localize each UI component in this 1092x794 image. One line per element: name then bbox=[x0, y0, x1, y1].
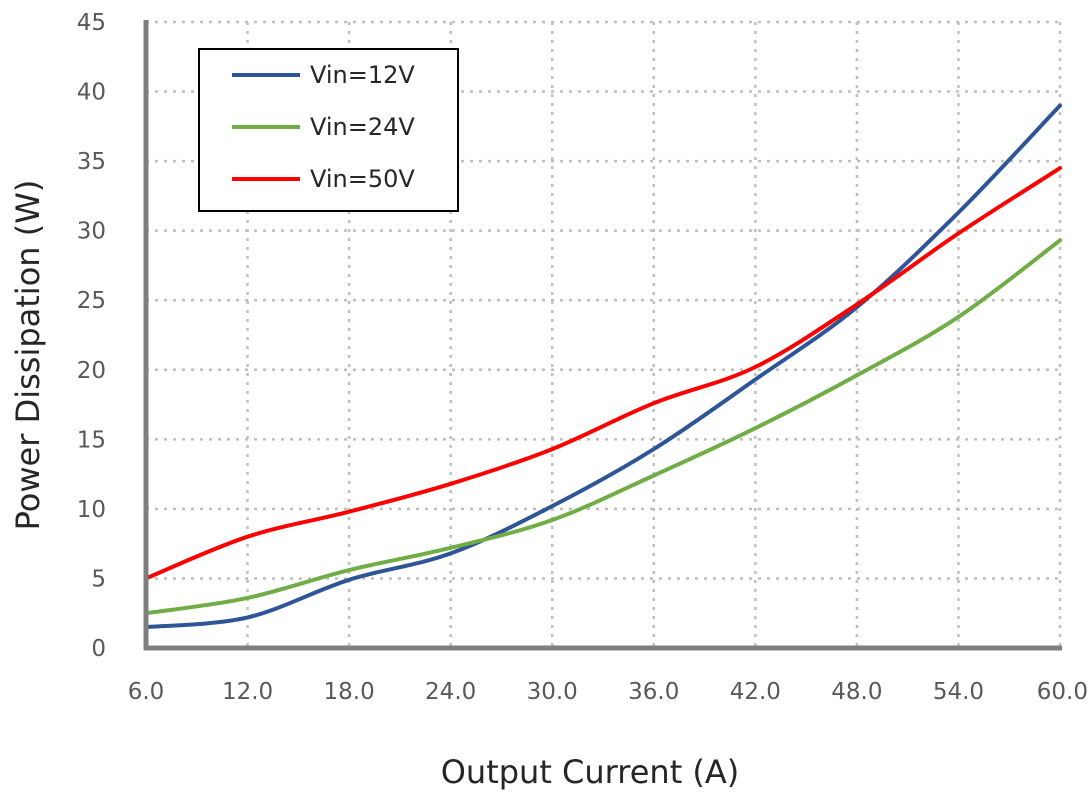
x-tick-label: 60.0 bbox=[1037, 679, 1088, 705]
x-tick-label: 6.0 bbox=[128, 679, 165, 705]
x-tick-label: 48.0 bbox=[831, 679, 882, 705]
x-tick-label: 12.0 bbox=[222, 679, 273, 705]
y-tick-label: 20 bbox=[77, 358, 106, 384]
y-tick-label: 10 bbox=[77, 497, 106, 523]
x-tick-label: 24.0 bbox=[425, 679, 476, 705]
y-tick-label: 40 bbox=[77, 80, 106, 106]
legend-items: Vin=12V Vin=24V Vin=50V bbox=[232, 61, 415, 193]
x-tick-label: 18.0 bbox=[324, 679, 375, 705]
y-tick-label: 5 bbox=[91, 566, 106, 592]
x-axis-title: Output Current (A) bbox=[441, 753, 740, 791]
y-tick-labels: 0 5 10 15 20 25 30 35 40 45 bbox=[77, 10, 106, 662]
series-line-vin-12v bbox=[144, 103, 1062, 630]
x-tick-label: 36.0 bbox=[628, 679, 679, 705]
y-tick-label: 0 bbox=[91, 636, 106, 662]
axes bbox=[143, 20, 1062, 651]
x-tick-labels: 6.0 12.0 18.0 24.0 30.0 36.0 42.0 48.0 54.0 60.0 bbox=[128, 679, 1088, 705]
y-tick-label: 30 bbox=[77, 219, 106, 245]
y-tick-label: 25 bbox=[77, 288, 106, 314]
series-line-vin-50v bbox=[144, 166, 1062, 581]
y-tick-label: 35 bbox=[77, 149, 106, 175]
y-axis-title: Power Dissipation (W) bbox=[9, 180, 47, 531]
y-tick-label: 45 bbox=[77, 10, 106, 36]
legend-label: Vin=24V bbox=[310, 113, 415, 141]
x-tick-label: 54.0 bbox=[933, 679, 984, 705]
series-lines bbox=[144, 103, 1062, 630]
y-tick-label: 15 bbox=[77, 427, 106, 453]
x-tick-label: 42.0 bbox=[730, 679, 781, 705]
legend: Vin=12V Vin=24V Vin=50V bbox=[198, 48, 459, 212]
x-tick-label: 30.0 bbox=[527, 679, 578, 705]
legend-label: Vin=50V bbox=[310, 165, 415, 193]
legend-label: Vin=12V bbox=[310, 61, 415, 89]
series-line-vin-24v bbox=[144, 238, 1062, 616]
